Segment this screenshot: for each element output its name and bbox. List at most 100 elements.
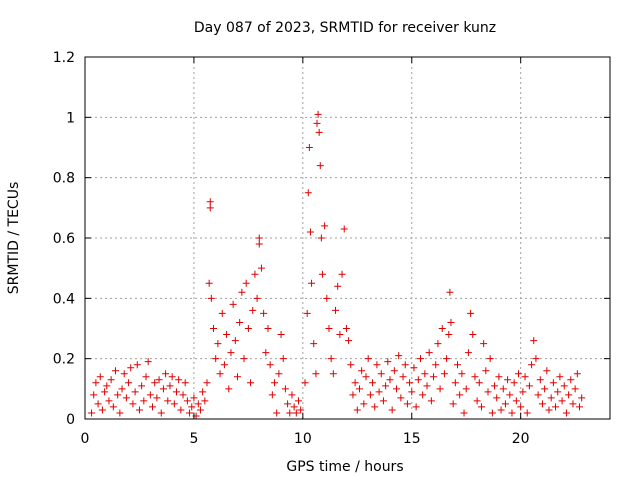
data-point — [162, 370, 170, 378]
data-point — [96, 373, 104, 381]
data-point — [558, 397, 566, 405]
data-point — [519, 388, 527, 396]
data-point — [325, 325, 333, 332]
data-point — [567, 376, 575, 384]
data-point — [135, 406, 143, 414]
data-point — [545, 406, 553, 414]
data-point — [201, 397, 209, 405]
data-point — [229, 300, 237, 308]
y-tick-label: 0.6 — [53, 231, 75, 247]
data-point — [260, 309, 268, 317]
data-point — [175, 376, 183, 384]
data-point — [342, 325, 350, 332]
data-point — [573, 370, 581, 378]
data-point — [538, 400, 546, 408]
data-point — [255, 240, 263, 248]
data-point — [247, 379, 255, 387]
data-point — [491, 382, 499, 390]
data-point — [138, 382, 146, 390]
data-point — [427, 397, 435, 405]
data-point — [273, 409, 281, 417]
data-point — [473, 397, 481, 405]
data-point — [264, 325, 272, 332]
data-point — [149, 403, 157, 411]
data-point — [220, 361, 228, 369]
data-point — [225, 385, 233, 393]
data-point — [351, 379, 359, 387]
data-point — [541, 385, 549, 393]
data-point — [536, 376, 544, 384]
data-point — [471, 373, 479, 381]
data-point — [382, 382, 390, 390]
data-point — [109, 403, 117, 411]
data-point — [332, 306, 340, 314]
data-point — [386, 376, 394, 384]
data-point — [199, 388, 207, 396]
data-point — [425, 349, 433, 357]
data-point — [244, 325, 252, 332]
data-point — [512, 397, 520, 405]
data-point — [183, 397, 191, 405]
y-tick-label: 0.8 — [53, 171, 75, 187]
data-point — [127, 364, 135, 372]
data-point — [133, 361, 141, 369]
data-point — [240, 355, 248, 363]
data-point — [231, 337, 239, 345]
y-tick-label: 0.4 — [53, 291, 75, 307]
data-point — [486, 355, 494, 363]
data-point — [412, 403, 420, 411]
data-point — [266, 361, 274, 369]
data-point — [530, 337, 538, 345]
data-point — [358, 367, 366, 375]
y-tick-label: 0 — [66, 412, 75, 428]
data-point — [227, 349, 235, 357]
data-point — [206, 198, 214, 206]
data-point — [419, 391, 427, 399]
y-tick-label: 1.2 — [53, 50, 75, 66]
data-point — [488, 409, 496, 417]
data-point — [497, 406, 505, 414]
data-point — [445, 331, 453, 339]
data-point — [140, 397, 148, 405]
data-point — [172, 388, 180, 396]
y-axis-label: SRMTID / TECUs — [6, 182, 22, 295]
data-point — [362, 373, 370, 381]
data-point — [562, 409, 570, 417]
data-point — [353, 406, 361, 414]
data-point — [355, 385, 363, 393]
data-point — [401, 361, 409, 369]
data-point — [316, 162, 324, 170]
data-point — [129, 400, 137, 408]
data-point — [151, 379, 159, 387]
data-point — [345, 337, 353, 345]
data-point — [88, 409, 96, 417]
data-point — [388, 406, 396, 414]
data-point — [569, 400, 577, 408]
data-point — [334, 282, 342, 290]
data-point — [547, 394, 555, 402]
data-point — [177, 406, 185, 414]
axes: 0 0.2 0.4 0.6 0.8 1 1.2 0 5 10 15 20 — [53, 50, 611, 447]
data-point — [375, 388, 383, 396]
data-point — [578, 394, 586, 402]
data-point — [310, 340, 318, 348]
y-tick-label: 1 — [66, 110, 75, 126]
data-point — [462, 385, 470, 393]
data-point — [303, 309, 311, 317]
data-point — [114, 391, 122, 399]
data-point — [255, 234, 263, 242]
data-point — [203, 379, 211, 387]
data-point — [107, 376, 115, 384]
data-point — [454, 361, 462, 369]
data-point — [251, 270, 259, 278]
data-point — [236, 318, 244, 326]
data-point — [528, 361, 536, 369]
data-point — [446, 288, 454, 296]
data-point — [393, 385, 401, 393]
data-point — [277, 331, 285, 339]
data-point — [467, 309, 475, 317]
data-point — [146, 391, 154, 399]
data-point — [111, 367, 119, 375]
data-point — [305, 144, 313, 151]
